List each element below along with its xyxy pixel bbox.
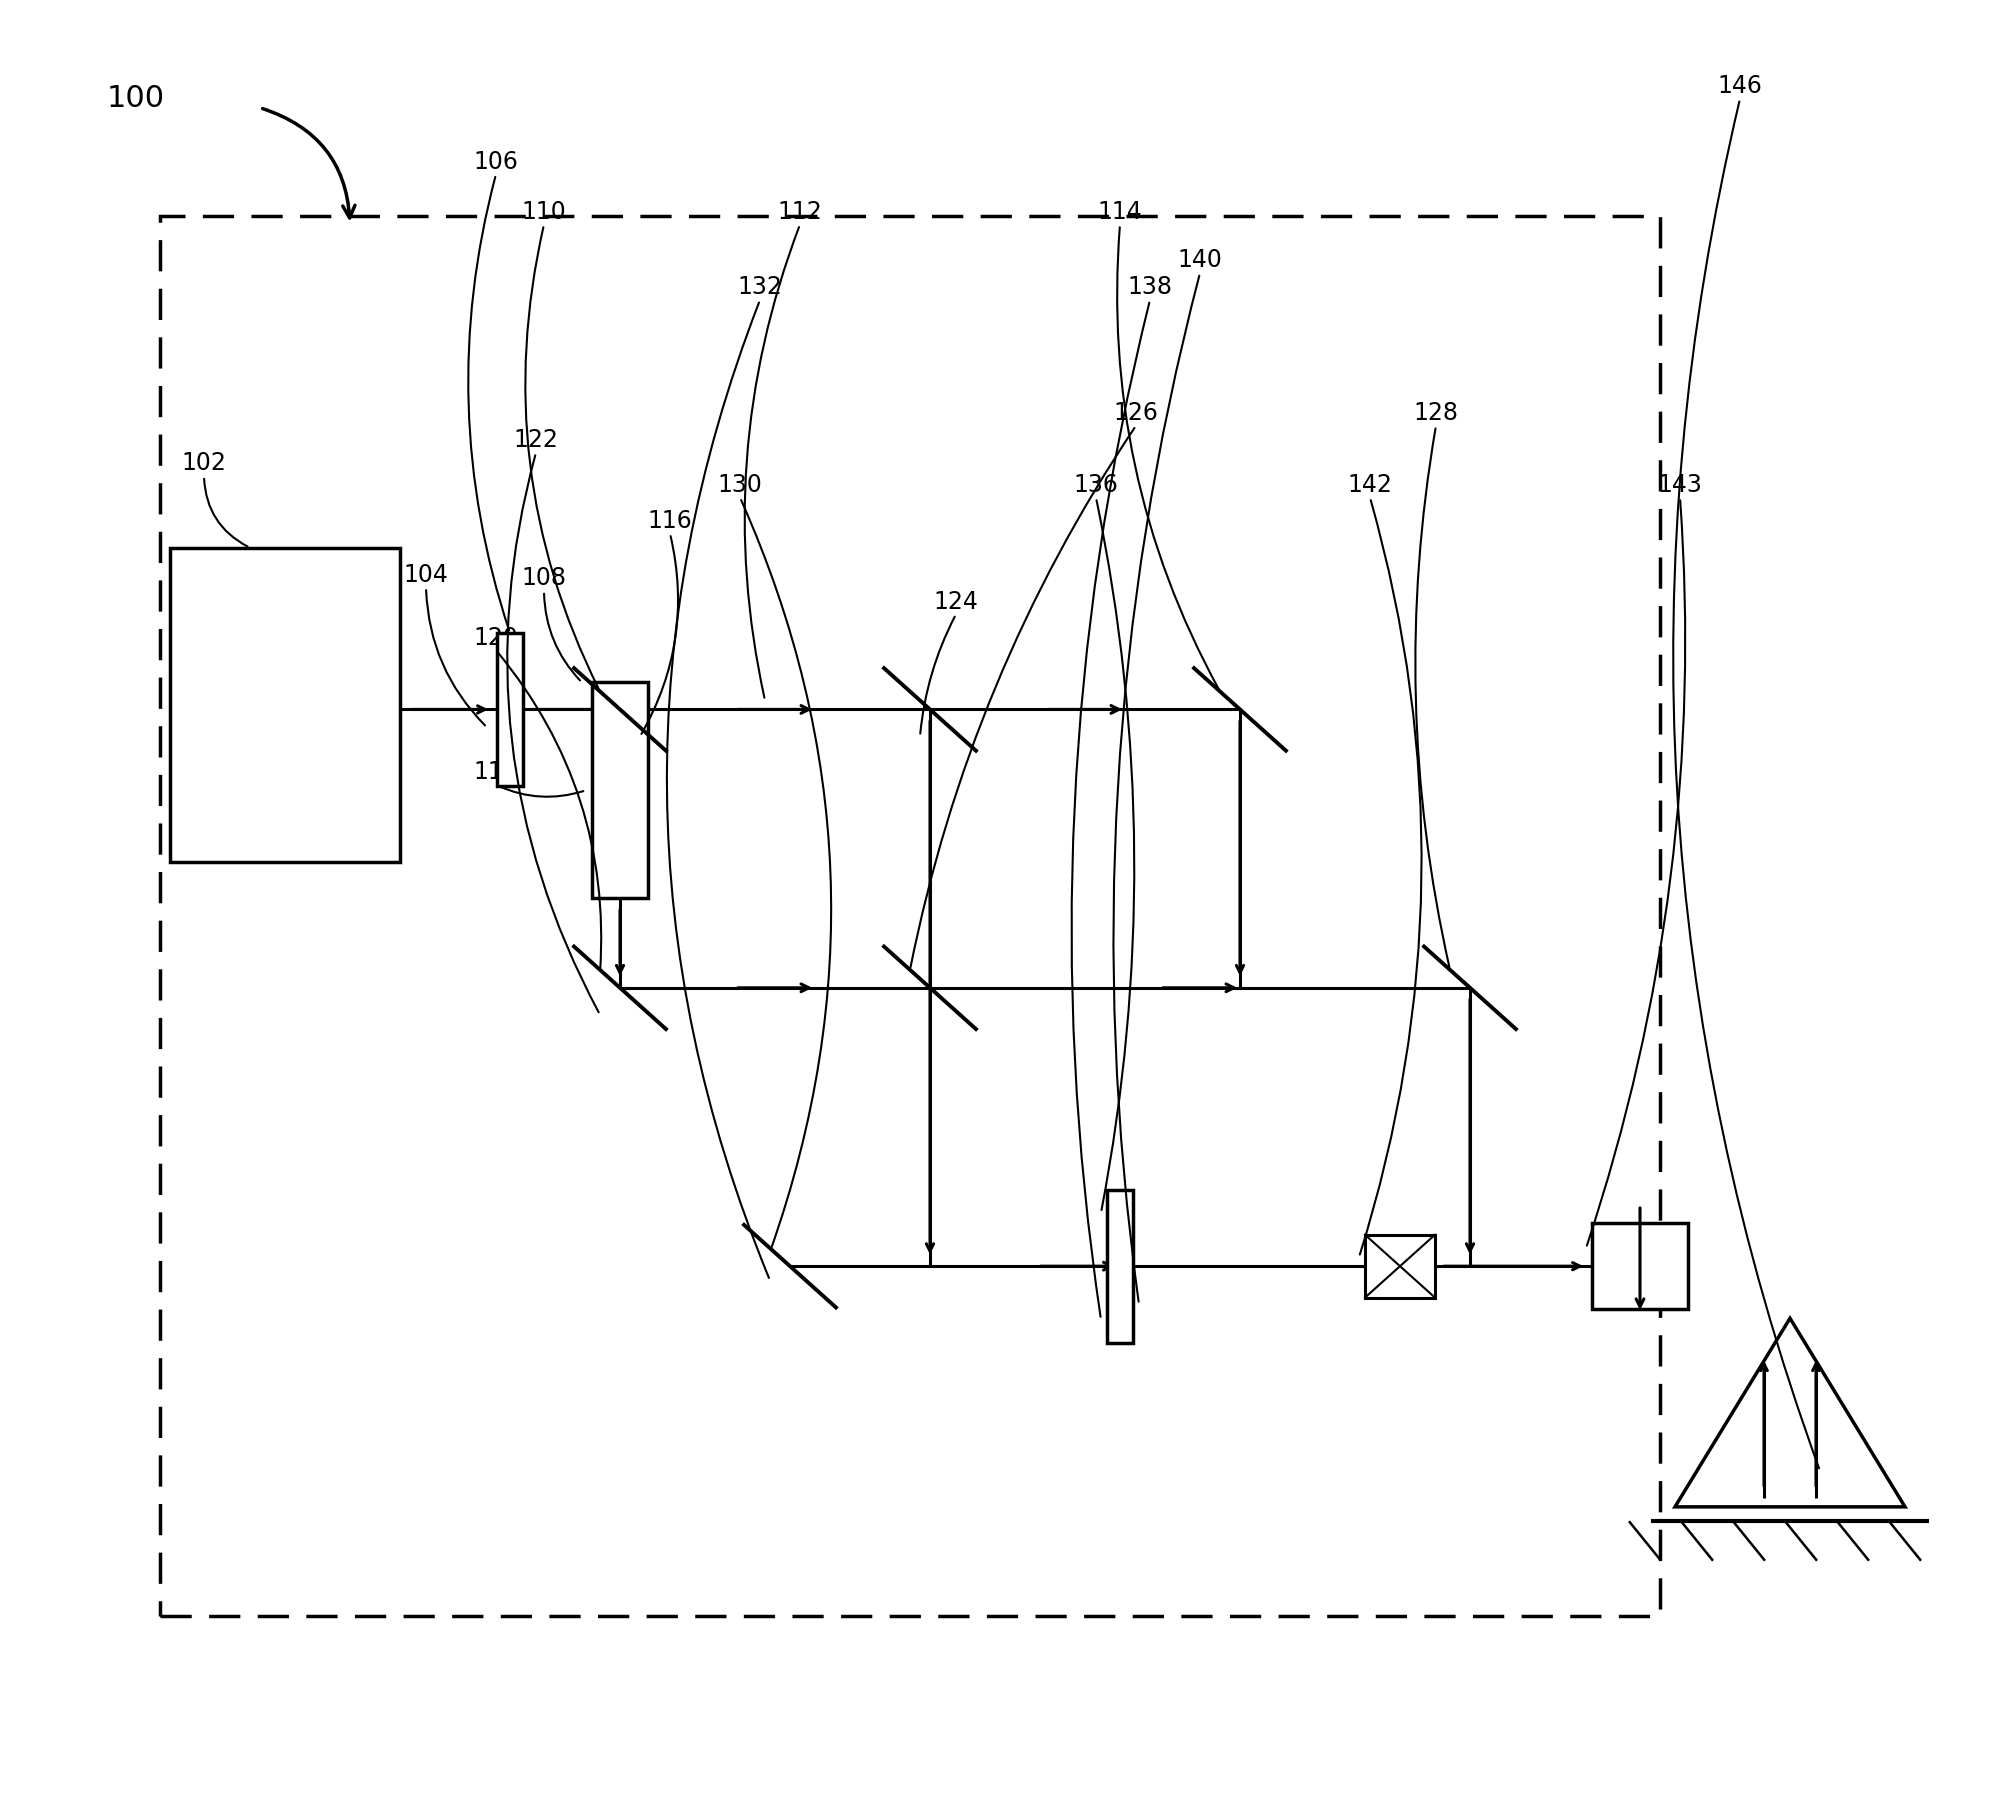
Text: 132: 132 [738, 275, 782, 300]
Bar [1592, 1223, 1688, 1309]
Text: 143: 143 [1658, 472, 1702, 497]
Text: 114: 114 [1098, 199, 1142, 224]
Text: Continuous
Wave
Laser: Continuous Wave Laser [230, 674, 340, 736]
Text: 108: 108 [522, 566, 566, 591]
Text: 122: 122 [514, 427, 558, 453]
Text: 106: 106 [474, 149, 518, 174]
Bar [160, 216, 1660, 1616]
Text: 124: 124 [934, 589, 978, 614]
Text: 104: 104 [404, 562, 448, 587]
Text: 140: 140 [1178, 248, 1222, 273]
Text: 116: 116 [648, 508, 692, 533]
Text: 130: 130 [718, 472, 762, 497]
Text: 136: 136 [1074, 472, 1118, 497]
Text: 118: 118 [474, 760, 518, 785]
Text: 110: 110 [522, 199, 566, 224]
Text: 100: 100 [106, 84, 166, 113]
Text: 138: 138 [1128, 275, 1172, 300]
Text: 126: 126 [1114, 401, 1158, 426]
Text: 128: 128 [1414, 401, 1458, 426]
Text: 142: 142 [1348, 472, 1392, 497]
Text: 102: 102 [182, 451, 226, 476]
Text: 120: 120 [474, 625, 518, 650]
Bar [496, 634, 524, 787]
Bar [1108, 1189, 1134, 1343]
Bar [170, 548, 400, 862]
Text: 146: 146 [1718, 74, 1762, 99]
Bar [1364, 1236, 1436, 1297]
Bar [592, 682, 648, 898]
Text: 112: 112 [778, 199, 822, 224]
